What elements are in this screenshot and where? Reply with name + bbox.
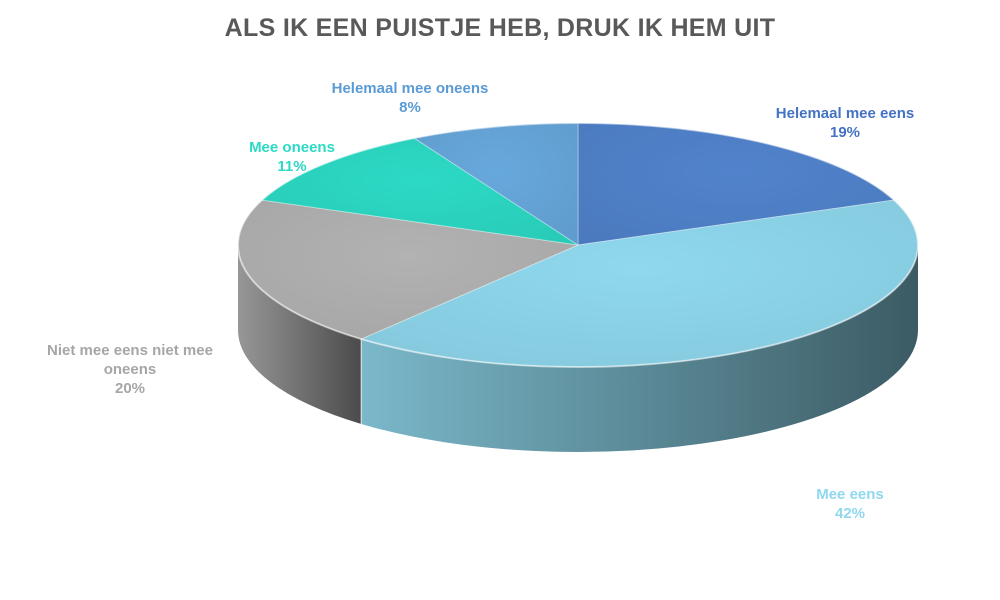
slice-category: Helemaal mee eens xyxy=(775,105,915,122)
slice-category: Mee oneens xyxy=(249,139,335,156)
slice-top-4 xyxy=(412,122,579,246)
slice-category: Niet mee eens niet mee oneens xyxy=(47,342,213,378)
slice-percentage: 42% xyxy=(834,505,866,522)
slice-percentage: 19% xyxy=(829,124,861,141)
slice-category: Helemaal mee oneens xyxy=(331,80,489,97)
slice-label-helemaal-mee-oneens: Helemaal mee oneens 8% xyxy=(300,79,520,117)
chart-title: ALS IK EEN PUISTJE HEB, DRUK IK HEM UIT xyxy=(224,14,776,42)
slice-category: Mee eens xyxy=(816,486,884,503)
slice-top-2 xyxy=(237,199,580,340)
slice-label-mee-oneens: Mee oneens 11% xyxy=(222,138,362,176)
slice-top-0 xyxy=(577,122,896,246)
pie-rim xyxy=(237,122,919,368)
slice-side-2 xyxy=(238,245,362,424)
slice-top-1 xyxy=(359,199,919,368)
slice-percentage: 11% xyxy=(277,158,307,175)
slice-label-mee-eens: Mee eens 42% xyxy=(775,485,925,523)
slice-label-niet-mee-eens-niet-mee-oneens: Niet mee eens niet mee oneens 20% xyxy=(20,341,240,398)
slice-percentage: 8% xyxy=(399,99,421,116)
slice-label-helemaal-mee-eens: Helemaal mee eens 19% xyxy=(745,104,945,142)
slice-top-3 xyxy=(260,137,579,246)
slice-side-1 xyxy=(361,245,918,452)
slice-percentage: 20% xyxy=(114,380,146,397)
